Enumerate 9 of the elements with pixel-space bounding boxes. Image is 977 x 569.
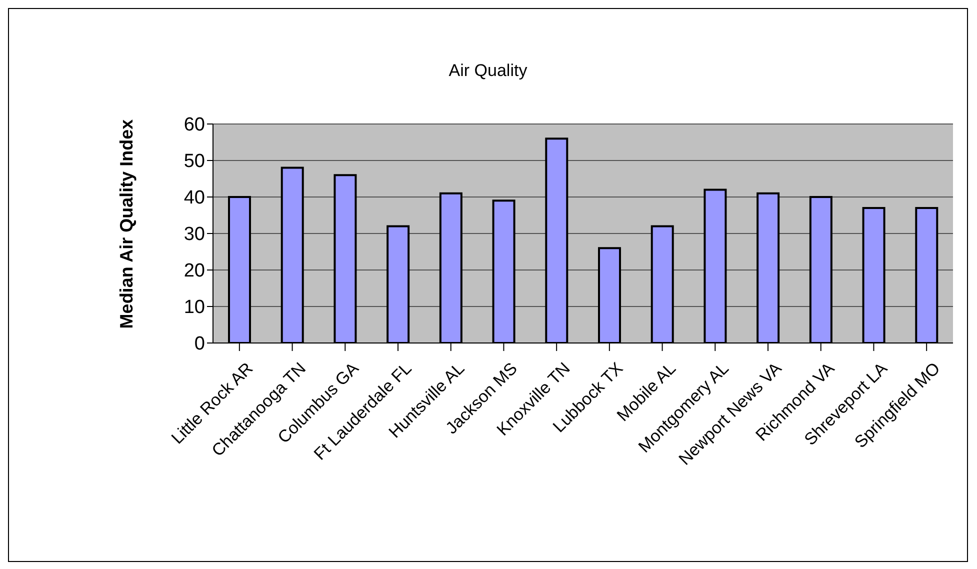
y-tick-label: 20 [184,260,205,282]
y-axis-title: Median Air Quality Index [116,119,138,329]
y-tick-label: 10 [184,297,205,318]
y-tick-label: 40 [184,188,205,209]
y-tick-label: 50 [184,151,205,172]
chart-title: Air Quality [448,61,528,81]
y-tick-label: 30 [184,224,205,246]
y-tick-label: 60 [184,114,205,136]
y-tick-label: 0 [194,334,205,355]
